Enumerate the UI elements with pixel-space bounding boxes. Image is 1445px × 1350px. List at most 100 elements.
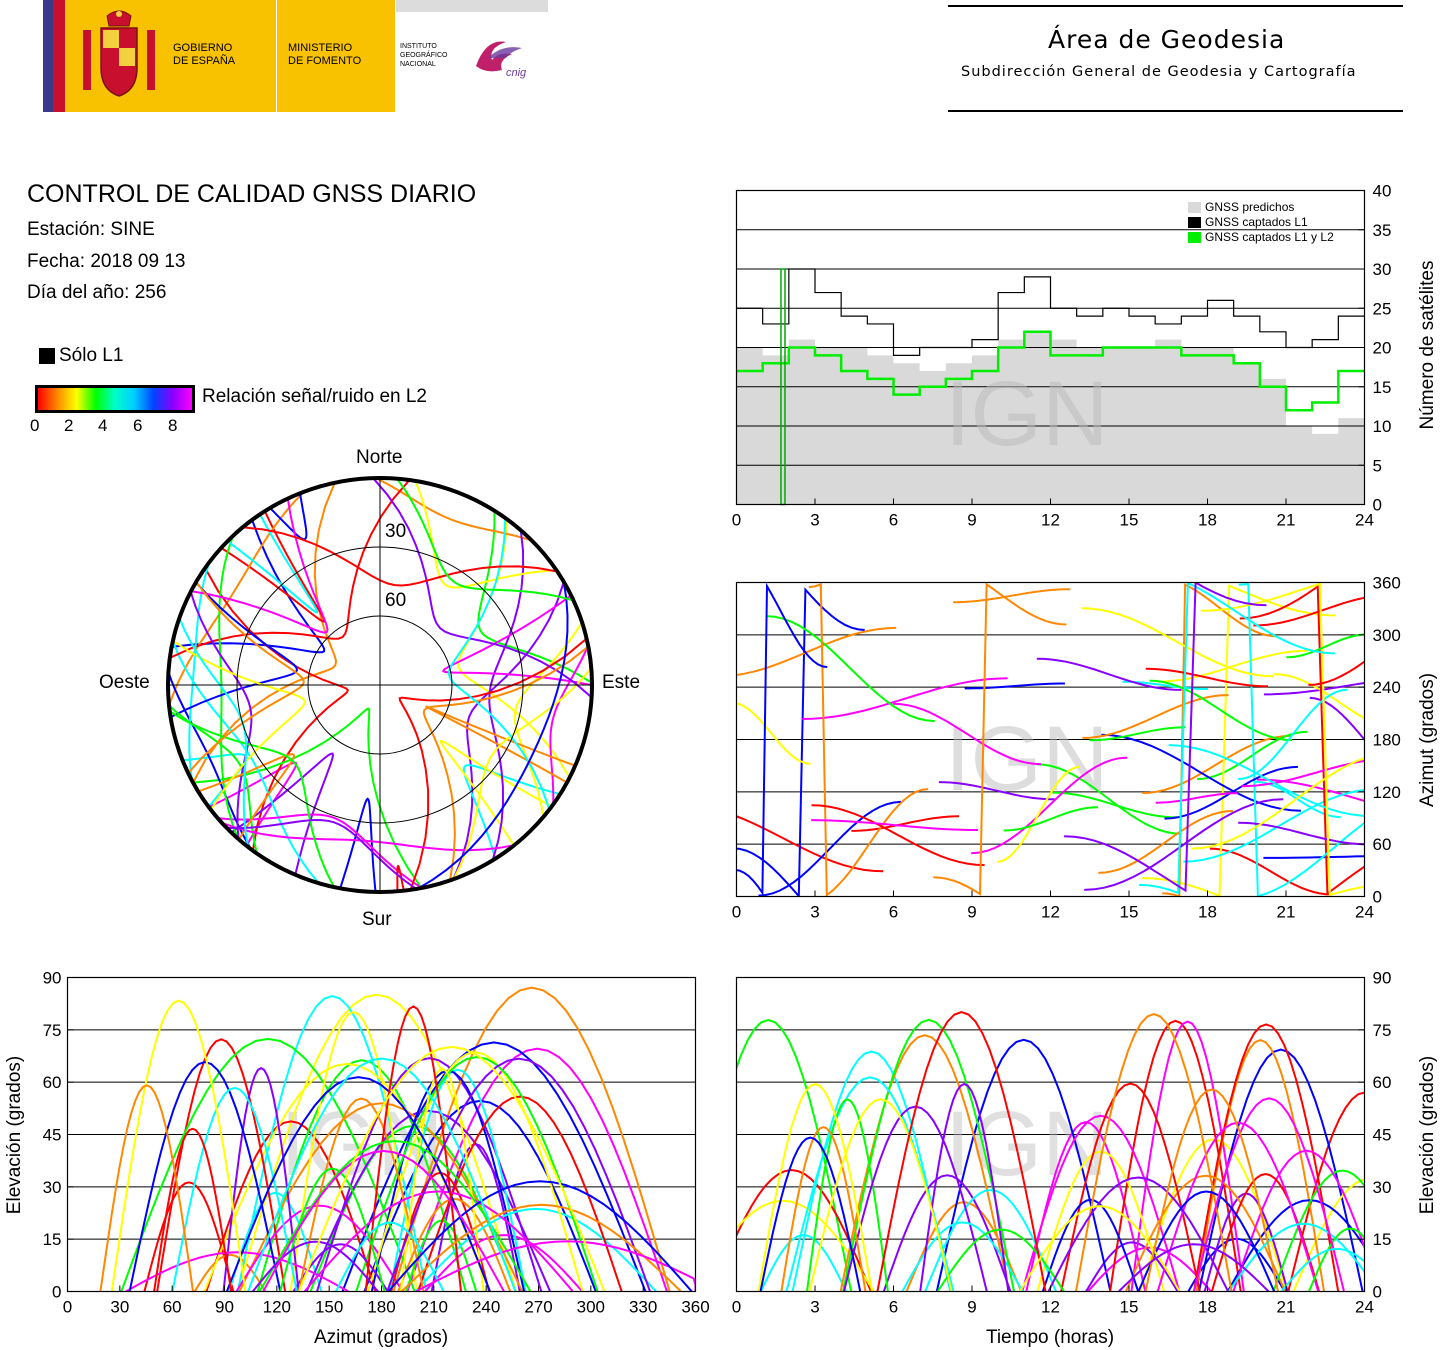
skyplot-track bbox=[217, 813, 423, 889]
elevation-azimuth-track bbox=[236, 993, 517, 1291]
elevation-time-track bbox=[780, 1126, 867, 1291]
elevation-time-track bbox=[759, 1136, 862, 1291]
skyplot-track bbox=[171, 640, 320, 884]
elevation-time-track bbox=[1130, 1020, 1245, 1291]
elevation-azimuth-track bbox=[298, 1045, 606, 1291]
elevation-time-track bbox=[1156, 1121, 1320, 1291]
x-tick-label: 15 bbox=[1120, 1298, 1139, 1317]
x-tick-label: 15 bbox=[1120, 903, 1139, 922]
y-tick-label: 300 bbox=[1373, 626, 1401, 645]
skyplot-north: Norte bbox=[356, 447, 402, 468]
cnig-logo-icon: cnig bbox=[476, 41, 527, 79]
elevation-time-track bbox=[1087, 1246, 1212, 1291]
skyplot-chart: 30 60 Norte Sur Este Oeste bbox=[99, 447, 640, 930]
y-tick-label: 180 bbox=[1373, 731, 1401, 750]
x-tick-label: 90 bbox=[215, 1298, 234, 1317]
x-tick-label: 24 bbox=[1355, 511, 1374, 530]
elevation-time-track bbox=[1118, 1243, 1270, 1291]
elevation-time-ylabel: Elevación (grados) bbox=[1417, 1056, 1438, 1214]
azimuth-track bbox=[1149, 679, 1293, 741]
azimuth-track bbox=[1309, 696, 1364, 741]
azimuth-track bbox=[1253, 596, 1364, 627]
elevation-azimuth-track bbox=[262, 1149, 505, 1291]
skyplot-track bbox=[242, 526, 558, 587]
azimuth-track bbox=[1209, 847, 1332, 896]
skyplot-track bbox=[372, 478, 592, 699]
area-box: Área de Geodesia Subdirección General de… bbox=[948, 5, 1403, 112]
azimuth-watermark: IGN bbox=[945, 708, 1109, 810]
skyplot-track bbox=[396, 478, 574, 602]
ign-line-3: NACIONAL bbox=[400, 61, 436, 68]
skyplot-track bbox=[269, 493, 308, 541]
azimuth-track bbox=[1263, 682, 1364, 696]
elevation-azimuth-track bbox=[251, 1240, 379, 1291]
azimuth-track bbox=[1286, 633, 1364, 659]
y-tick-label: 40 bbox=[1373, 182, 1392, 201]
elevation-time-track bbox=[1292, 1178, 1364, 1291]
y-tick-label: 60 bbox=[1373, 1073, 1392, 1092]
snr-tick-0: 0 bbox=[30, 416, 40, 435]
elevation-azimuth-track bbox=[401, 1203, 682, 1291]
skyplot-track bbox=[171, 519, 326, 654]
gov-line-2: DE ESPAÑA bbox=[173, 55, 236, 67]
skyplot-track bbox=[447, 517, 551, 810]
x-tick-label: 24 bbox=[1355, 1298, 1374, 1317]
azimuth-track bbox=[736, 587, 865, 896]
elevation-time-track bbox=[919, 1082, 1010, 1291]
elevation-azimuth-track bbox=[222, 1066, 300, 1291]
skyplot-south: Sur bbox=[362, 909, 392, 930]
azimuth-track bbox=[1238, 583, 1364, 896]
elevation-azimuth-track bbox=[205, 1120, 377, 1291]
x-tick-label: 120 bbox=[263, 1298, 291, 1317]
skyplot-track bbox=[439, 740, 553, 847]
elevation-time-track bbox=[1047, 1176, 1229, 1291]
y-tick-label: 45 bbox=[1373, 1126, 1392, 1145]
elevation-azimuth-track bbox=[399, 1067, 485, 1291]
elevation-azimuth-track bbox=[258, 1139, 532, 1291]
elevation-time-track bbox=[1193, 1097, 1345, 1291]
legend: Sólo L1 Relación señal/ruido en L2 0 2 4… bbox=[30, 345, 505, 440]
elevation-time-track bbox=[1021, 1114, 1181, 1291]
x-tick-label: 9 bbox=[967, 903, 976, 922]
x-tick-label: 9 bbox=[967, 1298, 976, 1317]
elevation-azimuth-track bbox=[225, 1076, 491, 1291]
legend-l1: GNSS captados L1 bbox=[1205, 215, 1308, 229]
azimuth-track bbox=[736, 626, 897, 677]
y-tick-label: 0 bbox=[1373, 496, 1382, 515]
elevation-azimuth-track bbox=[99, 1084, 194, 1291]
elevation-time-track bbox=[736, 1199, 875, 1291]
y-tick-label: 90 bbox=[43, 969, 62, 988]
skyplot-ring-label-30: 30 bbox=[385, 521, 406, 542]
x-tick-label: 300 bbox=[577, 1298, 605, 1317]
azimuth-track bbox=[736, 582, 828, 896]
elevation-time-track bbox=[1036, 1150, 1165, 1291]
elevation-time-track bbox=[1019, 1205, 1181, 1291]
elevation-time-track bbox=[808, 1098, 953, 1291]
y-tick-label: 15 bbox=[43, 1230, 62, 1249]
date-label: Fecha: 2018 09 13 bbox=[27, 251, 186, 272]
elevation-azimuth-track bbox=[387, 1180, 693, 1291]
y-tick-label: 360 bbox=[1373, 574, 1401, 593]
elevation-azimuth-track bbox=[110, 999, 247, 1291]
elevation-time-track bbox=[882, 1174, 1012, 1291]
snr-tick-8: 8 bbox=[168, 416, 178, 435]
elevation-time-track bbox=[1041, 1198, 1140, 1291]
skyplot-track bbox=[221, 821, 515, 852]
azimuth-track bbox=[1142, 734, 1291, 795]
azimuth-track bbox=[892, 702, 1042, 766]
elevation-azimuth-track bbox=[171, 1086, 298, 1291]
azimuth-track bbox=[971, 756, 1128, 855]
skyplot-west: Oeste bbox=[99, 672, 150, 693]
y-tick-label: 75 bbox=[1373, 1021, 1392, 1040]
x-tick-label: 21 bbox=[1277, 511, 1296, 530]
x-tick-label: 0 bbox=[732, 903, 741, 922]
skyplot-track bbox=[190, 498, 329, 634]
area-subtitle: Subdirección General de Geodesia y Carto… bbox=[961, 64, 1357, 80]
skyplot-track bbox=[339, 797, 377, 892]
elevation-time-track bbox=[1137, 1190, 1276, 1291]
ministry-logo: MINISTERIO DE FOMENTO bbox=[277, 0, 395, 112]
y-tick-label: 10 bbox=[1373, 417, 1392, 436]
elevation-azimuth-track bbox=[424, 1234, 584, 1291]
elevation-azimuth-track bbox=[355, 1055, 599, 1291]
